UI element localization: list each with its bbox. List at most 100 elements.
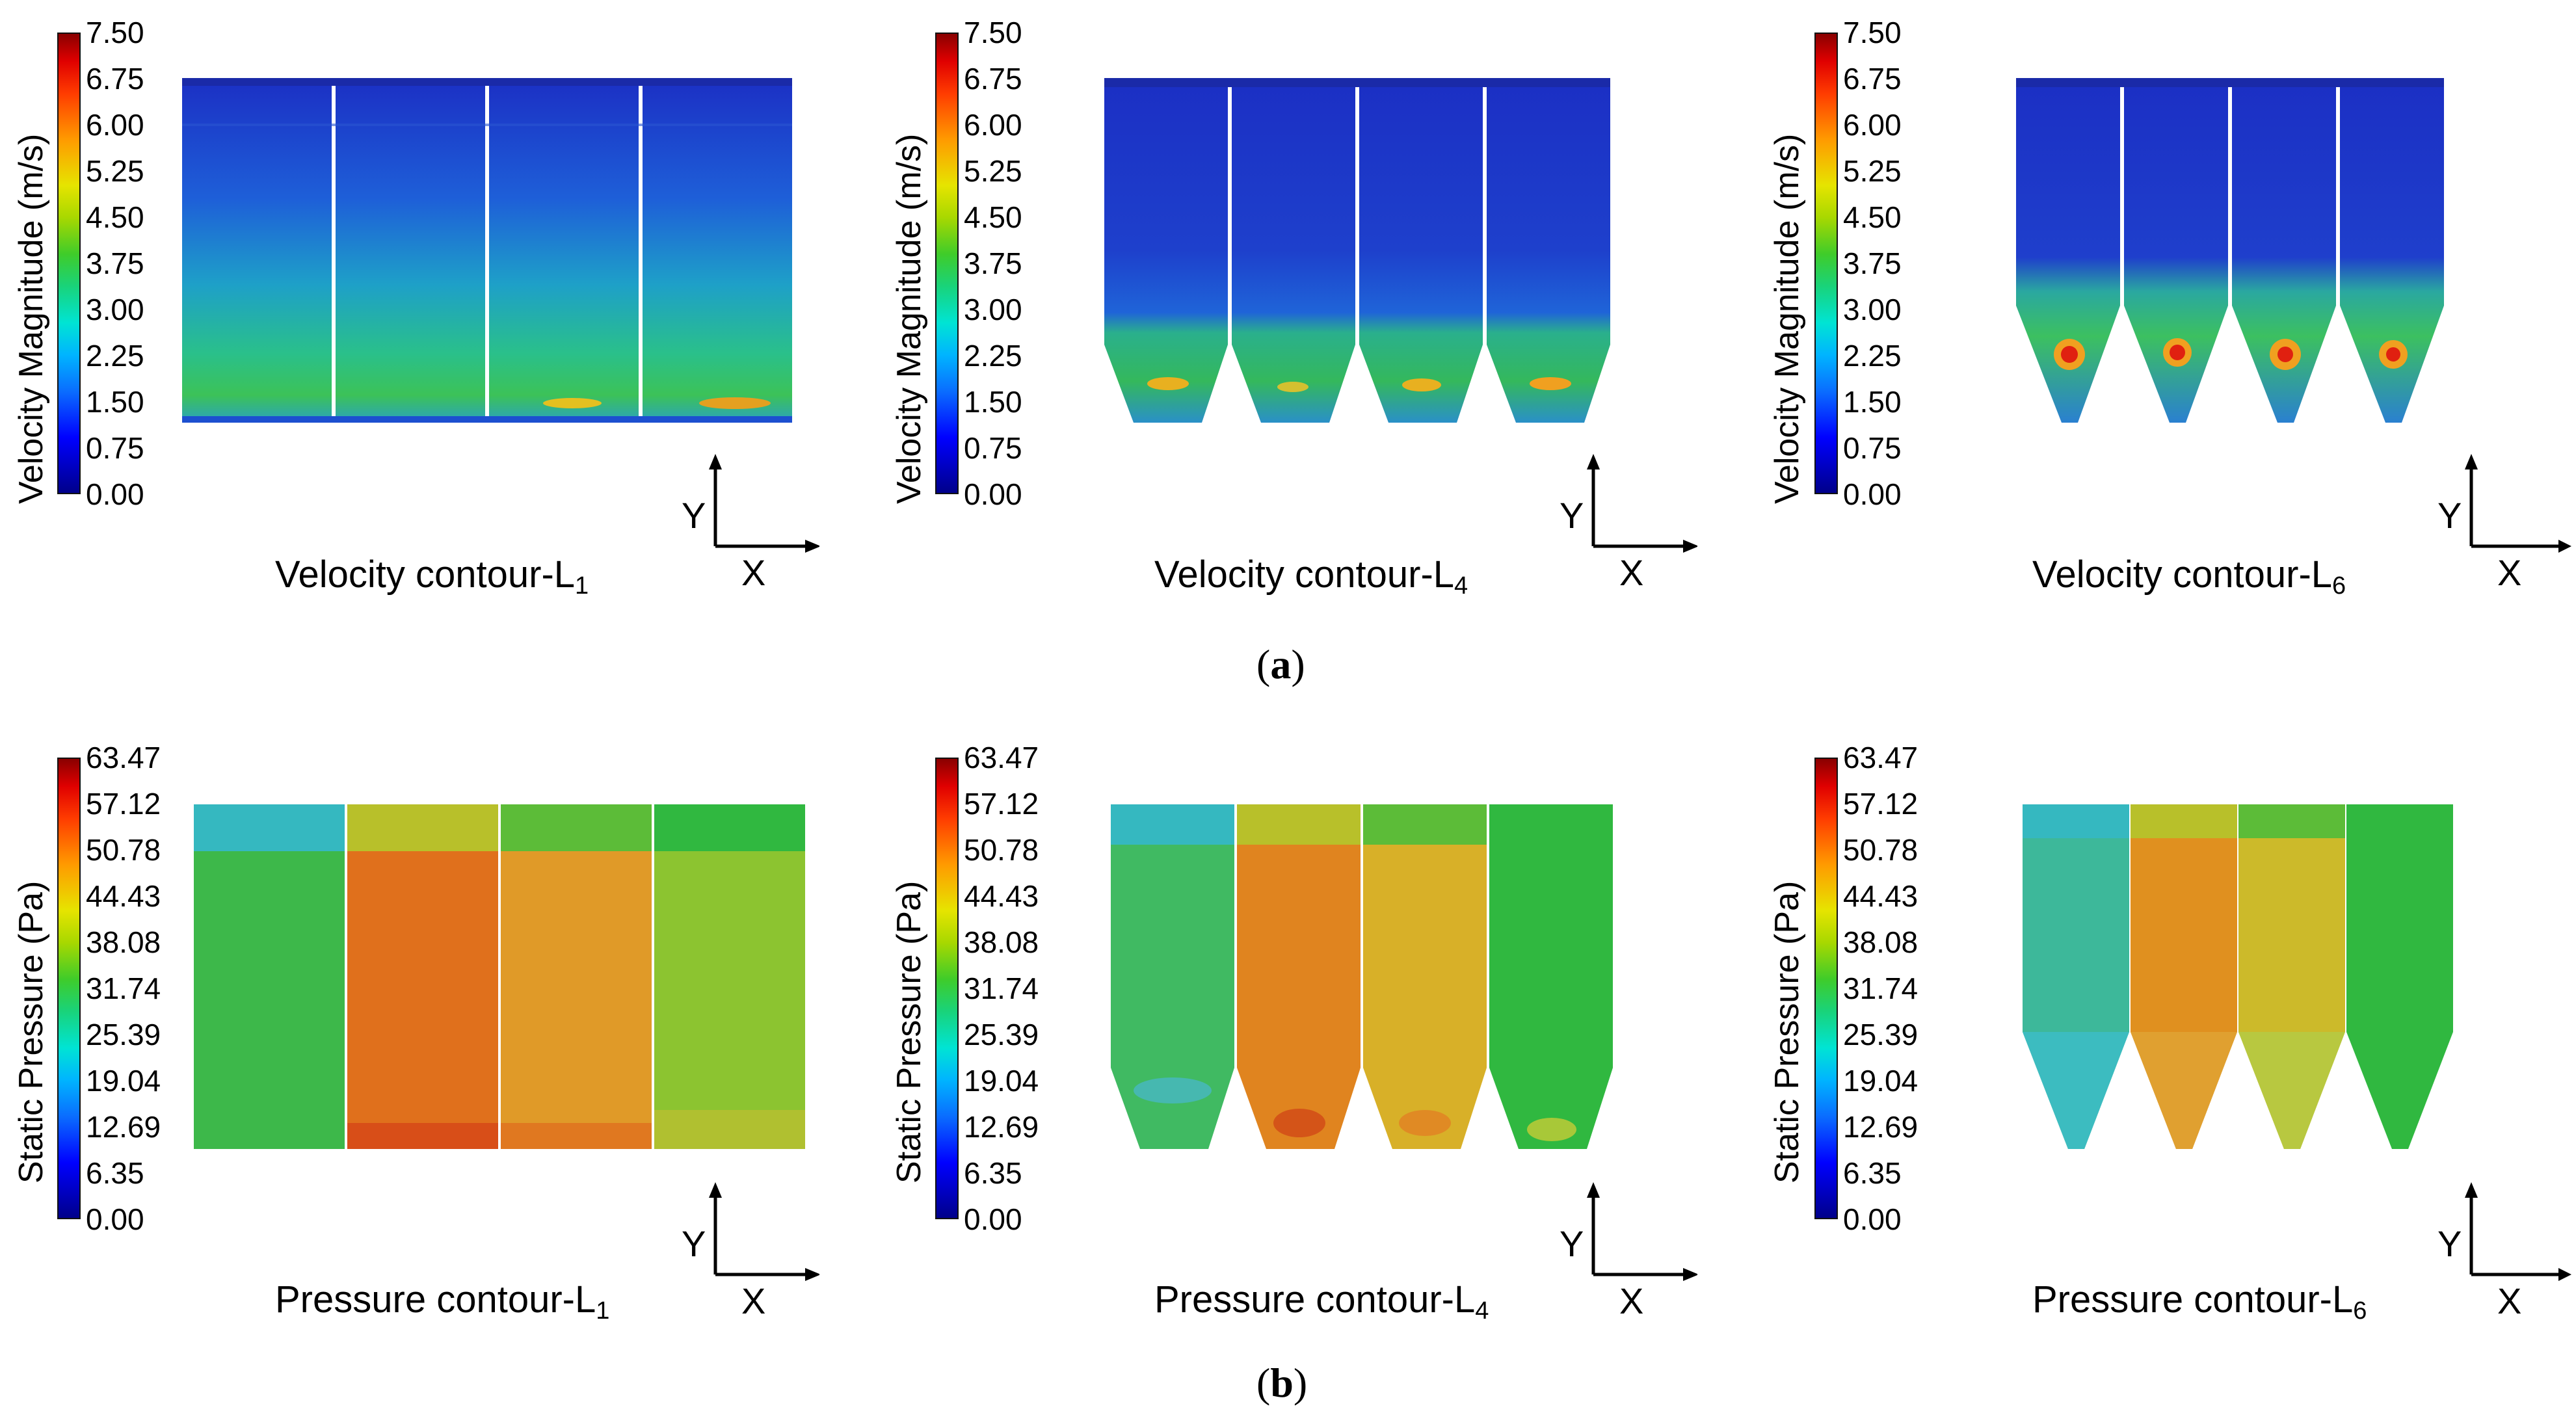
compartment: [2016, 78, 2120, 423]
top-band: [1237, 804, 1361, 845]
tick-label: 44.43: [86, 879, 161, 913]
tick-label: 50.78: [964, 833, 1039, 867]
tick-label: 0.00: [86, 477, 144, 511]
tick-label: 7.50: [1843, 16, 1902, 49]
panel-caption: Pressure contour-L6: [2032, 1278, 2367, 1325]
velocity-colorbar-ticks: 7.50 6.75 6.00 5.25 4.50 3.75 3.00 2.25 …: [964, 18, 1035, 509]
tick-label: 5.25: [964, 154, 1022, 188]
pressure-colorbar-ticks: 63.47 57.12 50.78 44.43 38.08 31.74 25.3…: [1843, 743, 1919, 1234]
high-zone: [1273, 1109, 1325, 1137]
mid-zone: [2131, 1032, 2237, 1149]
panel-caption: Velocity contour-L6: [2032, 553, 2346, 600]
bottom-zone: [654, 1110, 805, 1149]
velocity-colorbar-ticks: 7.50 6.75 6.00 5.25 4.50 3.75 3.00 2.25 …: [1843, 18, 1915, 509]
bottom-zone: [501, 1123, 652, 1149]
tick-label: 25.39: [1843, 1018, 1919, 1051]
tick-label: 0.75: [964, 431, 1022, 465]
tick-label: 12.69: [1843, 1110, 1919, 1144]
tick-label: 6.00: [964, 108, 1022, 142]
subfigure-letter: b: [1270, 1360, 1294, 1406]
tick-label: 63.47: [1843, 741, 1919, 774]
tick-label: 57.12: [964, 787, 1039, 821]
pressure-colorbar-ticks: 63.47 57.12 50.78 44.43 38.08 31.74 25.3…: [964, 743, 1039, 1234]
tick-label: 50.78: [1843, 833, 1919, 867]
axis-arrows: [709, 454, 821, 553]
top-band: [347, 804, 498, 851]
hot-spot: [2277, 347, 2293, 362]
compartment: [1237, 804, 1361, 1149]
tick-label: 31.74: [1843, 971, 1919, 1005]
compartment: [1232, 78, 1355, 423]
bottom-zone: [347, 1123, 498, 1149]
compartment: [1111, 804, 1234, 1149]
compartment: [1487, 78, 1610, 423]
tick-label: 38.08: [86, 925, 161, 959]
tick-label: 2.25: [964, 339, 1022, 373]
top-band: [1489, 804, 1613, 845]
hot-spot: [1402, 378, 1441, 391]
bottom-edge: [182, 416, 792, 423]
hot-spot: [2170, 345, 2185, 360]
tick-label: 19.04: [1843, 1064, 1919, 1098]
tick-label: 6.00: [1843, 108, 1902, 142]
top-band: [2023, 804, 2129, 838]
hot-spot: [1147, 377, 1189, 390]
pressure-contour-l1: [194, 804, 805, 1149]
velocity-colorbar: [935, 33, 959, 494]
tick-label: 6.35: [1843, 1156, 1902, 1190]
tick-label: 6.00: [86, 108, 144, 142]
compartment: [182, 78, 332, 423]
axis-arrows: [709, 1182, 821, 1281]
tick-label: 44.43: [1843, 879, 1919, 913]
tick-label: 63.47: [86, 741, 161, 774]
caption-subscript: 6: [2332, 572, 2346, 600]
tick-label: 19.04: [86, 1064, 161, 1098]
tick-label: 3.00: [86, 293, 144, 326]
tick-label: 3.75: [964, 246, 1022, 280]
compartment: [194, 804, 345, 1149]
tick-label: 6.75: [86, 62, 144, 96]
velocity-colorbar: [57, 33, 81, 494]
axis-y-label: Y: [2437, 1223, 2462, 1264]
top-band: [2016, 78, 2444, 87]
tick-label: 25.39: [964, 1018, 1039, 1051]
tick-label: 0.00: [964, 1202, 1022, 1236]
tick-label: 3.00: [1843, 293, 1902, 326]
tick-label: 2.25: [86, 339, 144, 373]
caption-subscript: 6: [2353, 1297, 2367, 1325]
axis-x-label: X: [1619, 552, 1644, 593]
tick-label: 12.69: [86, 1110, 161, 1144]
velocity-contour-l4: [1104, 78, 1610, 423]
hot-spot: [2386, 347, 2400, 362]
tick-label: 57.12: [86, 787, 161, 821]
tick-label: 4.50: [86, 200, 144, 234]
panel-caption: Velocity contour-L4: [1154, 553, 1468, 600]
velocity-colorbar-ticks: 7.50 6.75 6.00 5.25 4.50 3.75 3.00 2.25 …: [86, 18, 157, 509]
top-band: [1363, 804, 1487, 845]
compartment: [2340, 78, 2444, 423]
pressure-contour-l6: [2023, 804, 2453, 1149]
tick-label: 6.75: [1843, 62, 1902, 96]
tick-label: 57.12: [1843, 787, 1919, 821]
top-band: [1104, 78, 1610, 87]
axis-triad: Y X: [2432, 1177, 2575, 1327]
tick-label: 12.69: [964, 1110, 1039, 1144]
tick-label: 3.75: [86, 246, 144, 280]
panel-caption: Pressure contour-L4: [1154, 1278, 1489, 1325]
caption-subscript: 4: [1475, 1297, 1489, 1325]
tick-label: 7.50: [86, 16, 144, 49]
caption-text: Pressure contour-L: [1154, 1278, 1476, 1321]
compartment: [1359, 78, 1483, 423]
compartment: [336, 78, 485, 423]
tick-label: 31.74: [964, 971, 1039, 1005]
axis-y-label: Y: [682, 1223, 706, 1264]
velocity-contour-l6: [2016, 78, 2444, 423]
velocity-contour-l1: [182, 78, 792, 423]
top-band: [2238, 804, 2345, 838]
pressure-colorbar-title: Static Pressure (Pa): [12, 880, 50, 1183]
tick-label: 4.50: [964, 200, 1022, 234]
subfigure-label-a: (a): [1256, 641, 1305, 687]
compartment: [2346, 804, 2453, 1149]
pressure-contour-l4: [1111, 804, 1613, 1149]
tick-label: 1.50: [1843, 385, 1902, 419]
